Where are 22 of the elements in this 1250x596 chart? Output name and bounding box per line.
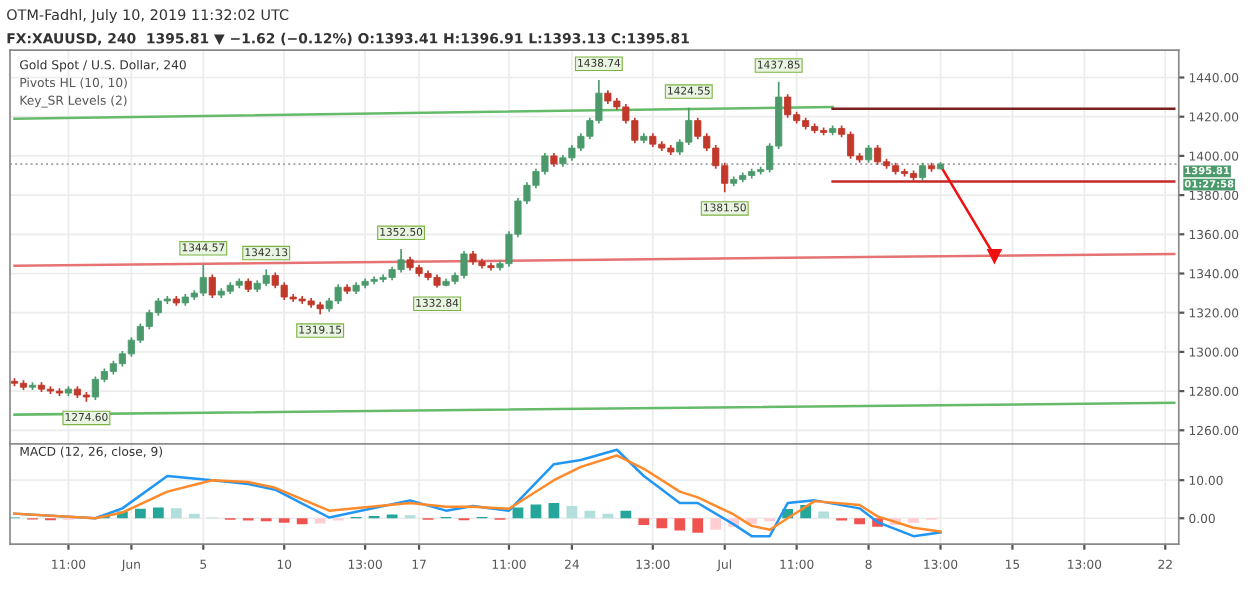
bar (620, 510, 632, 519)
bar (674, 518, 686, 531)
bar (584, 510, 596, 519)
bar (152, 507, 164, 519)
candlestick (874, 144, 882, 166)
bar (170, 508, 182, 519)
bar (638, 518, 650, 526)
candlestick (199, 263, 207, 297)
bar (818, 511, 830, 519)
bar (188, 513, 200, 519)
bar (710, 518, 722, 530)
bar (566, 506, 578, 519)
bar (134, 508, 146, 519)
bar (692, 518, 704, 533)
candlestick (784, 93, 792, 119)
candlestick (208, 273, 216, 299)
bar (656, 518, 668, 529)
bar (602, 513, 614, 519)
bar (296, 518, 308, 525)
bar (314, 518, 326, 524)
bar (854, 518, 865, 525)
bar (548, 503, 560, 519)
